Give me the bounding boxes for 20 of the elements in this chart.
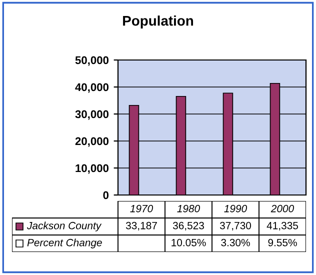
x-tick-label: 1970: [130, 204, 153, 212]
y-tick-label: 30,000: [75, 110, 109, 120]
data-label: 36,523: [172, 222, 204, 231]
x-tick-label: 1980: [177, 204, 200, 212]
y-tick-label: 20,000: [75, 137, 109, 147]
chart-title: Population: [123, 16, 194, 28]
data-label: 3.30%: [221, 238, 250, 246]
data-label: 9.55%: [268, 238, 297, 246]
data-label: 41,335: [266, 222, 298, 231]
data-label: 37,730: [220, 222, 252, 231]
x-tick-label: 2000: [270, 204, 294, 212]
legend-label: Percent Change: [27, 238, 102, 248]
y-tick-label: 0: [103, 191, 109, 200]
data-label: 33,187: [126, 222, 157, 231]
data-label: 10.05%: [172, 238, 206, 246]
y-tick-label: 50,000: [75, 56, 109, 66]
legend-label: Jackson County: [26, 222, 102, 232]
y-tick-label: 40,000: [75, 83, 109, 93]
x-tick-label: 1990: [224, 204, 247, 212]
y-tick-label: 10,000: [76, 164, 109, 174]
